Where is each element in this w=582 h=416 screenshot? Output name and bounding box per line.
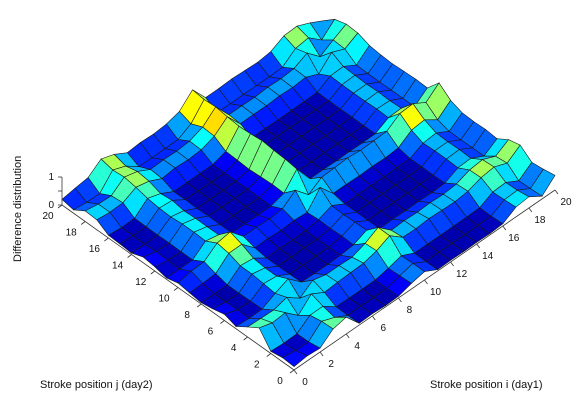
y-tick-mark [289, 369, 295, 374]
y-tick-label: 4 [231, 343, 237, 354]
y-axis-label: Stroke position j (day2) [40, 379, 153, 391]
y-tick-mark [150, 270, 156, 275]
surface-cell [281, 350, 308, 367]
x-tick-mark [502, 225, 507, 231]
x-tick-mark [476, 243, 481, 249]
z-axis-label: Difference distribution [12, 156, 24, 262]
y-tick-label: 2 [254, 360, 260, 371]
x-tick-mark [450, 261, 454, 267]
y-tick-mark [243, 336, 248, 341]
x-tick-label: 10 [430, 287, 442, 298]
x-tick-label: 18 [534, 215, 546, 226]
x-tick-mark [528, 207, 533, 213]
z-tick-label: 1 [48, 172, 54, 183]
x-tick-mark [398, 297, 402, 303]
x-tick-mark [424, 279, 428, 285]
x-tick-mark [319, 351, 324, 357]
y-tick-label: 12 [135, 277, 147, 288]
y-tick-label: 14 [112, 261, 124, 272]
y-tick-mark [173, 287, 179, 291]
y-tick-mark [196, 303, 202, 308]
x-tick-label: 0 [302, 377, 308, 388]
x-tick-label: 2 [328, 359, 334, 370]
y-tick-label: 6 [208, 327, 214, 338]
x-axis-label: Stroke position i (day1) [430, 379, 543, 391]
x-tick-label: 4 [354, 341, 360, 352]
x-tick-label: 8 [407, 305, 413, 316]
y-tick-mark [220, 320, 225, 324]
y-tick-mark [80, 221, 86, 225]
x-tick-label: 14 [482, 251, 494, 262]
y-tick-mark [57, 204, 63, 209]
y-tick-label: 8 [184, 310, 190, 321]
x-tick-mark [345, 333, 350, 339]
x-tick-label: 12 [456, 269, 468, 280]
y-tick-label: 10 [158, 294, 170, 305]
y-tick-label: 0 [277, 376, 283, 387]
y-tick-label: 18 [66, 228, 78, 239]
surface-mesh [61, 18, 556, 367]
z-tick-label: 0 [48, 200, 54, 211]
x-tick-label: 6 [381, 323, 387, 334]
y-tick-mark [127, 254, 132, 258]
y-tick-mark [266, 353, 272, 357]
y-tick-label: 16 [89, 244, 101, 255]
x-tick-mark [371, 315, 376, 321]
x-tick-label: 16 [508, 233, 520, 244]
y-tick-mark [104, 237, 109, 242]
x-tick-mark [293, 369, 298, 375]
y-tick-label: 20 [42, 211, 54, 222]
x-tick-mark [554, 189, 559, 195]
x-tick-label: 20 [560, 197, 572, 208]
